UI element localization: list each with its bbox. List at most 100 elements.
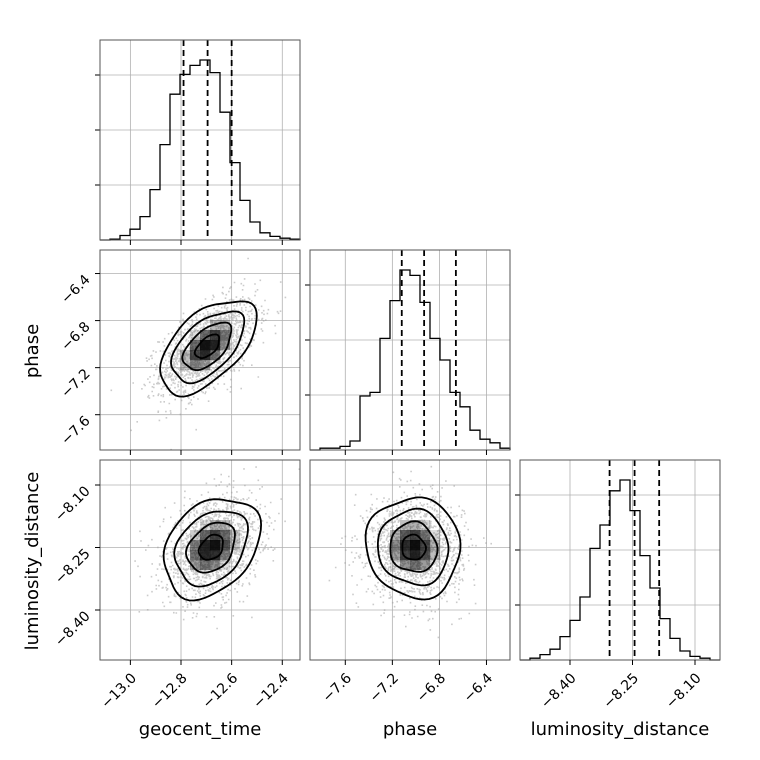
panel-frame bbox=[309, 459, 511, 661]
x-tick-label: −12.8 bbox=[149, 670, 191, 712]
density-cell bbox=[190, 360, 201, 371]
y-tick-label: −8.10 bbox=[52, 483, 94, 525]
panel-frame bbox=[309, 249, 511, 451]
density-cell bbox=[230, 540, 241, 551]
contour-line bbox=[377, 507, 450, 587]
contour-line bbox=[159, 300, 258, 398]
density-cell bbox=[200, 350, 211, 361]
density-cell bbox=[190, 560, 201, 571]
density-cell bbox=[390, 550, 401, 561]
contour-line bbox=[170, 310, 246, 385]
x-tick-label: −7.2 bbox=[367, 670, 402, 705]
histogram-panel-luminosity-distance bbox=[515, 459, 721, 665]
density-cell bbox=[200, 560, 211, 571]
density-cell bbox=[200, 520, 211, 531]
x-tick-label: −7.6 bbox=[320, 670, 355, 705]
contour-line bbox=[193, 333, 220, 359]
y-axis-label-luminosity-distance: luminosity_distance bbox=[22, 472, 43, 651]
contour-line bbox=[364, 496, 462, 601]
density-cell bbox=[220, 330, 231, 341]
density-cell bbox=[180, 360, 191, 371]
density-cell bbox=[200, 550, 211, 561]
x-tick-label: −12.6 bbox=[200, 670, 242, 712]
density-cell bbox=[420, 560, 431, 571]
density-cell bbox=[400, 530, 411, 541]
density-cell bbox=[410, 550, 421, 561]
panel-frame bbox=[519, 459, 721, 661]
panel-frame bbox=[99, 249, 301, 451]
contour-line bbox=[185, 521, 236, 574]
density-cell bbox=[410, 560, 421, 571]
density-cell bbox=[200, 360, 211, 371]
contour-line bbox=[173, 510, 249, 588]
density-cell bbox=[430, 530, 441, 541]
density-cell bbox=[210, 560, 221, 571]
density-cell bbox=[220, 340, 231, 351]
histogram-step-geocent-time bbox=[100, 59, 301, 241]
density-cell bbox=[190, 550, 201, 561]
x-tick-label: −13.0 bbox=[98, 670, 140, 712]
y-tick-label: −7.2 bbox=[58, 366, 93, 401]
density-cell bbox=[220, 540, 231, 551]
density-panel-phase-vs-luminosity-distance bbox=[309, 459, 511, 665]
density-cell bbox=[410, 540, 421, 551]
density-cell bbox=[200, 540, 211, 551]
x-tick-label: −8.10 bbox=[663, 670, 705, 712]
contour-line bbox=[401, 533, 427, 561]
contour-line bbox=[162, 498, 263, 602]
x-tick-label: −8.40 bbox=[538, 670, 580, 712]
density-panel-geocent-time-vs-phase bbox=[95, 249, 301, 455]
density-cell bbox=[200, 530, 211, 541]
density-cell bbox=[210, 350, 221, 361]
density-content bbox=[100, 460, 300, 660]
density-panel-geocent-time-vs-luminosity-distance bbox=[95, 459, 301, 665]
density-content bbox=[310, 460, 510, 660]
y-tick-label: −8.40 bbox=[52, 608, 94, 650]
density-cell bbox=[210, 520, 221, 531]
panel-frame bbox=[99, 39, 301, 241]
density-cell bbox=[220, 320, 231, 331]
density-cell bbox=[400, 540, 411, 551]
density-cell bbox=[210, 340, 221, 351]
density-cell bbox=[400, 560, 411, 571]
density-cell bbox=[430, 540, 441, 551]
contour-line bbox=[389, 520, 439, 573]
histogram-step-luminosity-distance bbox=[520, 479, 720, 661]
x-tick-label: −8.25 bbox=[601, 670, 643, 712]
density-cell bbox=[190, 330, 201, 341]
x-axis-label-phase: phase bbox=[383, 719, 437, 740]
histogram-panel-phase bbox=[305, 249, 511, 455]
density-cell bbox=[220, 530, 231, 541]
y-axis-label-phase: phase bbox=[22, 324, 43, 378]
panel-frame bbox=[99, 459, 301, 661]
x-tick-label: −6.4 bbox=[461, 670, 496, 705]
density-cell bbox=[390, 540, 401, 551]
y-tick-label: −6.8 bbox=[58, 319, 93, 354]
density-cell bbox=[220, 520, 231, 531]
x-tick-label: −6.8 bbox=[414, 670, 449, 705]
density-cell bbox=[400, 550, 411, 561]
density-cell bbox=[430, 550, 441, 561]
y-tick-label: −8.25 bbox=[52, 546, 94, 588]
density-cell bbox=[420, 530, 431, 541]
density-cell bbox=[200, 340, 211, 351]
density-content bbox=[100, 250, 300, 450]
density-cell bbox=[190, 340, 201, 351]
histogram-step-phase bbox=[310, 269, 511, 451]
contour-line bbox=[197, 533, 224, 561]
y-tick-label: −7.6 bbox=[58, 413, 93, 448]
density-cell bbox=[420, 550, 431, 561]
density-cell bbox=[210, 540, 221, 551]
density-cell bbox=[200, 330, 211, 341]
density-cell bbox=[180, 350, 191, 361]
x-axis-label-geocent-time: geocent_time bbox=[139, 719, 262, 740]
histogram-panel-geocent-time bbox=[95, 39, 301, 245]
density-cell bbox=[410, 520, 421, 531]
x-axis-label-luminosity-distance: luminosity_distance bbox=[531, 719, 710, 740]
density-cell bbox=[390, 530, 401, 541]
density-cell bbox=[190, 540, 201, 551]
x-tick-label: −12.4 bbox=[250, 670, 292, 712]
density-cell bbox=[220, 550, 231, 561]
density-cell bbox=[210, 550, 221, 561]
